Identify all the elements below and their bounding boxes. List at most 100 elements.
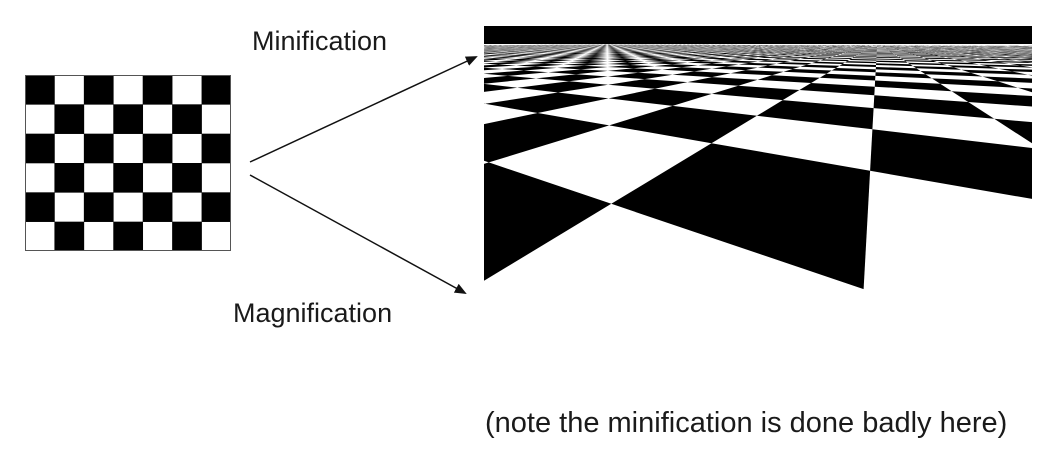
plane-tile bbox=[861, 52, 877, 53]
plane-tile bbox=[743, 58, 773, 61]
plane-tile bbox=[607, 58, 641, 61]
plane-tile bbox=[819, 73, 876, 81]
plane-tile bbox=[628, 53, 649, 54]
plane-tile bbox=[607, 65, 655, 69]
plane-tile bbox=[876, 60, 908, 63]
plane-tile bbox=[568, 52, 588, 53]
plane-tile bbox=[608, 79, 688, 89]
plane-tile bbox=[484, 55, 502, 57]
plane-tile bbox=[793, 55, 816, 57]
plane-tile bbox=[925, 53, 946, 54]
plane-tile bbox=[1015, 60, 1032, 62]
plane-tile bbox=[563, 63, 608, 66]
plane-tile bbox=[504, 52, 527, 54]
plane-tile bbox=[800, 52, 817, 53]
plane-tile bbox=[876, 52, 893, 53]
plane-tile bbox=[945, 53, 969, 55]
texture-square bbox=[201, 192, 231, 222]
plane-tile bbox=[805, 51, 821, 53]
plane-tile bbox=[758, 52, 775, 53]
plane-tile bbox=[876, 53, 895, 55]
plane-tile bbox=[679, 59, 712, 62]
plane-tile bbox=[876, 54, 897, 56]
plane-tile bbox=[958, 55, 987, 57]
plane-tile bbox=[704, 54, 727, 56]
plane-tile bbox=[730, 52, 750, 54]
plane-tile bbox=[766, 52, 784, 53]
plane-tile bbox=[508, 54, 535, 56]
plane-tile bbox=[898, 56, 924, 58]
plane-tile bbox=[968, 54, 995, 56]
plane-tile bbox=[873, 95, 995, 119]
plane-tile bbox=[806, 53, 826, 55]
texture-square bbox=[172, 221, 202, 251]
plane-tile bbox=[712, 51, 728, 52]
plane-tile bbox=[783, 56, 809, 58]
plane-tile bbox=[770, 55, 794, 57]
plane-tile bbox=[937, 62, 980, 65]
plane-tile bbox=[640, 58, 673, 60]
plane-tile bbox=[484, 60, 496, 62]
plane-tile bbox=[637, 57, 667, 59]
plane-tile bbox=[991, 61, 1032, 63]
magnification-label: Magnification bbox=[233, 298, 393, 328]
plane-tile bbox=[534, 51, 554, 53]
texture-square bbox=[25, 192, 55, 222]
plane-tile bbox=[875, 72, 932, 79]
plane-tile bbox=[912, 54, 934, 55]
plane-tile bbox=[749, 52, 767, 54]
plane-tile bbox=[484, 51, 502, 52]
plane-tile bbox=[484, 52, 489, 53]
plane-horizon-band bbox=[484, 26, 1032, 44]
plane-tile bbox=[535, 59, 573, 62]
plane-tile bbox=[607, 72, 673, 80]
plane-tile bbox=[510, 52, 531, 53]
plane-tile bbox=[909, 53, 929, 54]
plane-tile bbox=[484, 62, 527, 65]
plane-tile bbox=[772, 58, 801, 60]
plane-tile bbox=[586, 52, 608, 54]
texture-square bbox=[113, 221, 144, 251]
plane-tile bbox=[497, 53, 522, 54]
plane-tile bbox=[784, 52, 801, 53]
plane-tile bbox=[681, 54, 705, 56]
plane-tile bbox=[515, 57, 548, 59]
texture-square bbox=[25, 133, 55, 164]
plane-tile bbox=[998, 68, 1032, 73]
plane-tile bbox=[982, 76, 1032, 83]
plane-tile bbox=[738, 53, 759, 54]
plane-tile bbox=[611, 143, 871, 290]
texture-border bbox=[25, 75, 231, 251]
plane-tile bbox=[485, 92, 609, 113]
plane-tile bbox=[536, 74, 608, 82]
plane-tile bbox=[506, 58, 542, 61]
plane-tile bbox=[711, 66, 758, 71]
plane-tile bbox=[787, 53, 807, 55]
plane-tile bbox=[706, 52, 724, 53]
texture-square bbox=[172, 163, 202, 193]
plane-tile bbox=[648, 52, 669, 54]
plane-tiles bbox=[484, 44, 1032, 290]
plane-tile bbox=[607, 62, 649, 65]
plane-tile bbox=[827, 57, 853, 59]
plane-tile bbox=[484, 51, 488, 52]
plane-tile bbox=[903, 51, 919, 52]
plane-tile bbox=[578, 56, 608, 58]
plane-tile bbox=[825, 53, 843, 54]
plane-tile bbox=[854, 55, 877, 57]
plane-tile bbox=[960, 53, 985, 55]
plane-tile bbox=[589, 51, 608, 53]
plane-tile bbox=[695, 51, 712, 52]
plane-tile bbox=[712, 55, 736, 57]
plane-tile bbox=[488, 52, 511, 53]
plane-tile bbox=[700, 51, 718, 53]
plane-tile bbox=[832, 51, 848, 53]
plane-tile bbox=[931, 51, 950, 53]
plane-tile bbox=[933, 54, 959, 56]
plane-tile bbox=[607, 55, 634, 57]
texture-square bbox=[201, 75, 231, 105]
plane-tile bbox=[800, 54, 821, 56]
plane-tile bbox=[945, 57, 978, 59]
plane-tile bbox=[644, 51, 662, 53]
